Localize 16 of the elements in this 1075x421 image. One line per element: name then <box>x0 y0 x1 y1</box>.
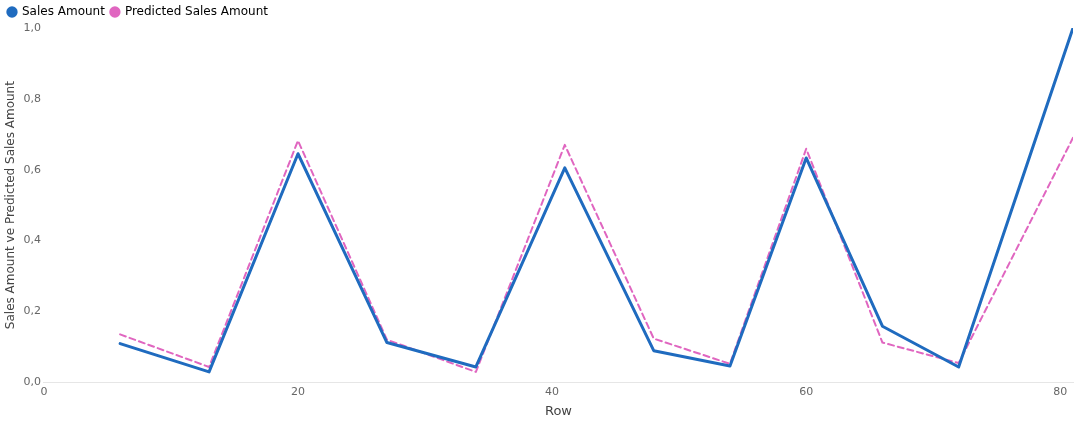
x-tick-label: 40 <box>545 384 560 398</box>
legend-label: Sales Amount <box>22 4 106 19</box>
x-axis-title: Row <box>544 402 573 418</box>
y-tick-label: 0,0 <box>23 375 41 389</box>
x-tick-label: 80 <box>1053 384 1068 398</box>
y-tick-label: 0,2 <box>23 304 41 318</box>
line-series <box>119 136 1073 373</box>
y-tick-label: 1,0 <box>23 20 41 34</box>
y-axis-title: Sales Amount ve Predicted Sales Amount <box>3 80 18 330</box>
x-tick-label: 20 <box>290 384 305 398</box>
y-tick-label: 0,6 <box>23 162 41 176</box>
legend-label: Predicted Sales Amount <box>124 4 269 19</box>
y-tick-label: 0,8 <box>23 91 41 105</box>
x-tick-label: 60 <box>799 384 814 398</box>
y-tick-label: 0,4 <box>23 233 41 247</box>
x-tick-label: 0 <box>40 384 48 398</box>
